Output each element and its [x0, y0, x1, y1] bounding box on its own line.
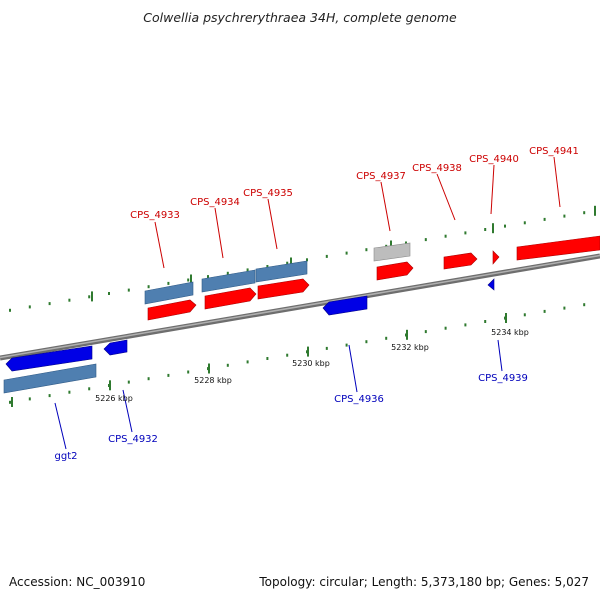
callout-line-cps4939 [497, 339, 503, 372]
cds-cps4936[interactable] [322, 295, 368, 316]
cds-cps4938[interactable] [443, 252, 478, 270]
label-cps4935[interactable]: CPS_4935 [243, 188, 293, 199]
label-cps4933[interactable]: CPS_4933 [130, 210, 180, 221]
cds-cps4933[interactable] [147, 299, 197, 321]
label-cps4940[interactable]: CPS_4940 [469, 154, 519, 165]
label-cps4938[interactable]: CPS_4938 [412, 163, 462, 174]
axis-label-5234: 5234 kbp [491, 328, 529, 337]
cds-cps4941[interactable] [516, 235, 600, 261]
axis-label-5228: 5228 kbp [194, 376, 232, 385]
label-cps4932[interactable]: CPS_4932 [108, 434, 158, 445]
callout-line-cps4936 [348, 344, 358, 393]
gene-bar-cps4934[interactable] [201, 269, 256, 293]
label-cps4937[interactable]: CPS_4937 [356, 171, 406, 182]
gene-bar-cps4937[interactable] [373, 242, 411, 262]
callout-line-cps4935 [267, 198, 278, 250]
callout-line-cps4941 [553, 156, 561, 208]
callout-line-ggt2 [54, 402, 67, 450]
accession-text: Accession: NC_003910 [9, 575, 146, 589]
cds-cps4935[interactable] [257, 278, 310, 300]
callout-line-cps4940 [490, 164, 495, 215]
cds-cps4940[interactable] [492, 250, 500, 265]
cds-cps4937[interactable] [376, 261, 414, 281]
label-cps4936[interactable]: CPS_4936 [334, 394, 384, 405]
axis-label-5230: 5230 kbp [292, 359, 330, 368]
callout-line-cps4937 [380, 181, 391, 232]
cds-ggt2[interactable] [5, 345, 93, 372]
axis-labels: 5226 kbp 5228 kbp 5230 kbp 5232 kbp 5234… [95, 328, 529, 403]
gene-bar-cps4935[interactable] [255, 260, 308, 283]
genome-summary-text: Topology: circular; Length: 5,373,180 bp… [259, 575, 589, 589]
callout-line-cps4932 [122, 389, 133, 433]
gene-bar-ggt2[interactable] [3, 363, 97, 394]
cds-cps4934[interactable] [204, 287, 257, 310]
label-cps4939[interactable]: CPS_4939 [478, 373, 528, 384]
axis-label-5232: 5232 kbp [391, 343, 429, 352]
axis-label-5226: 5226 kbp [95, 394, 133, 403]
features [3, 235, 600, 394]
tick-guides [9, 205, 596, 407]
callouts: CPS_4933 CPS_4934 CPS_4935 CPS_4937 CPS_… [55, 146, 579, 462]
label-cps4934[interactable]: CPS_4934 [190, 197, 240, 208]
callout-line-cps4938 [436, 173, 456, 221]
cds-cps4932[interactable] [103, 339, 128, 356]
callout-line-cps4934 [214, 207, 224, 259]
gene-bar-cps4933[interactable] [144, 281, 194, 305]
cds-cps4939[interactable] [487, 278, 495, 291]
genome-title: Colwellia psychrerythraea 34H, complete … [143, 10, 457, 25]
label-ggt2[interactable]: ggt2 [55, 451, 78, 462]
callout-line-cps4933 [154, 221, 165, 269]
genome-backbone-highlight [0, 254, 600, 359]
label-cps4941[interactable]: CPS_4941 [529, 146, 579, 157]
